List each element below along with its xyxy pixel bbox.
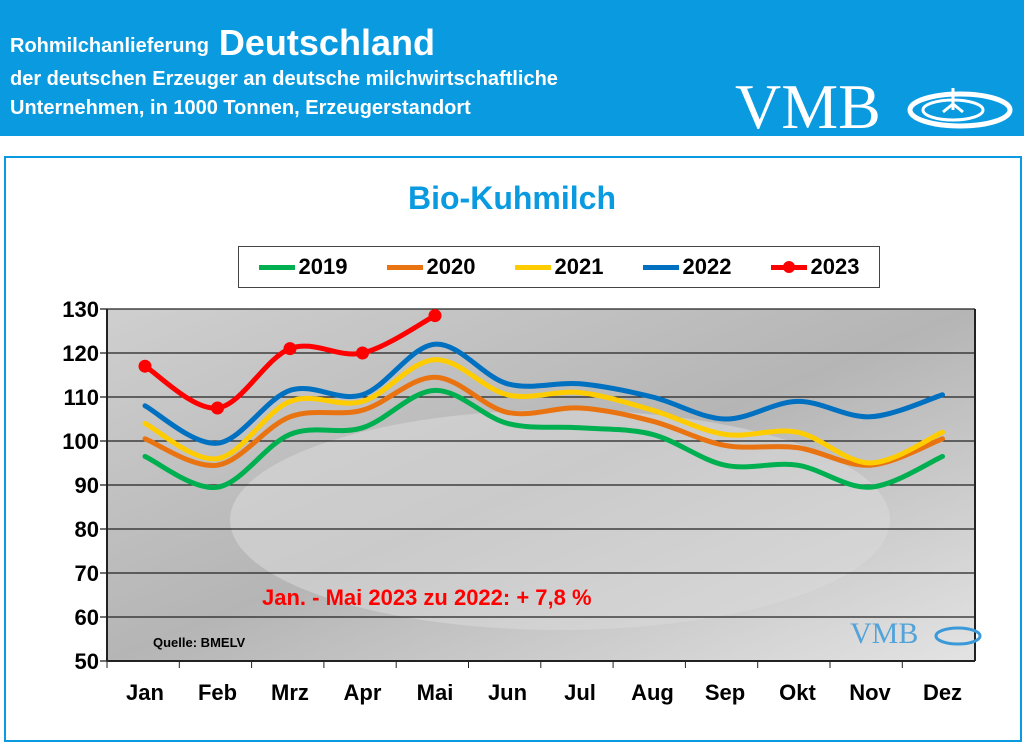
x-tick-label: Okt bbox=[779, 680, 816, 705]
x-tick-label: Jun bbox=[488, 680, 527, 705]
header-line1: Rohmilchanlieferung Deutschland bbox=[10, 22, 435, 64]
header-banner: Rohmilchanlieferung Deutschland der deuts… bbox=[0, 0, 1024, 142]
data-point-2023 bbox=[356, 346, 369, 360]
y-tick-label: 120 bbox=[62, 341, 99, 366]
legend: 2019 2020 2021 2022 2023 bbox=[238, 246, 880, 288]
vmb-swirl-icon bbox=[907, 88, 1013, 129]
legend-swatch bbox=[642, 264, 679, 270]
vmb-logo: VMB bbox=[735, 71, 881, 142]
series-line-2021 bbox=[142, 357, 945, 466]
x-tick-label: Dez bbox=[923, 680, 962, 705]
header-line1-text: Rohmilchanlieferung bbox=[10, 35, 209, 57]
y-tick-label: 90 bbox=[75, 473, 99, 498]
annotation: Jan. - Mai 2023 zu 2022: + 7,8 % bbox=[262, 585, 592, 610]
legend-item-2019: 2019 bbox=[258, 254, 348, 280]
legend-swatch bbox=[514, 264, 551, 270]
source-label: Quelle: BMELV bbox=[153, 635, 246, 650]
y-tick-label: 60 bbox=[75, 605, 99, 630]
chart-title: Bio-Kuhmilch bbox=[408, 180, 616, 216]
x-tick-label: Mrz bbox=[271, 680, 309, 705]
x-tick-label: Sep bbox=[705, 680, 745, 705]
x-tick-label: Nov bbox=[849, 680, 891, 705]
header-line2: der deutschen Erzeuger an deutsche milch… bbox=[10, 68, 558, 90]
x-tick-label: Jul bbox=[564, 680, 596, 705]
header-country: Deutschland bbox=[218, 22, 435, 63]
data-point-2023 bbox=[211, 401, 224, 415]
x-tick-label: Apr bbox=[344, 680, 382, 705]
legend-item-2022: 2022 bbox=[642, 254, 732, 280]
x-tick-label: Mai bbox=[417, 680, 454, 705]
legend-label: 2023 bbox=[810, 254, 860, 279]
legend-swatch bbox=[258, 264, 295, 270]
x-tick-label: Aug bbox=[631, 680, 674, 705]
y-tick-label: 80 bbox=[75, 517, 99, 542]
series-line-2022 bbox=[142, 341, 945, 446]
legend-swatch bbox=[770, 260, 807, 273]
legend-label: 2022 bbox=[682, 254, 732, 279]
data-point-2023 bbox=[283, 342, 297, 356]
x-tick-label: Feb bbox=[198, 680, 237, 705]
legend-item-2021: 2021 bbox=[514, 254, 604, 280]
y-tick-label: 110 bbox=[64, 385, 100, 410]
legend-label: 2021 bbox=[554, 254, 604, 279]
legend-swatch bbox=[386, 264, 423, 270]
header-line3: Unternehmen, in 1000 Tonnen, Erzeugersta… bbox=[10, 97, 471, 119]
legend-label: 2020 bbox=[426, 254, 476, 279]
data-point-2023 bbox=[428, 309, 442, 323]
legend-item-2023: 2023 bbox=[770, 254, 860, 280]
series-line-2019 bbox=[142, 387, 945, 490]
y-tick-label: 70 bbox=[75, 561, 99, 586]
data-point-2023 bbox=[138, 359, 152, 373]
legend-label: 2019 bbox=[298, 254, 348, 279]
y-tick-label: 50 bbox=[75, 649, 99, 674]
watermark-logo: VMB bbox=[850, 617, 918, 650]
y-tick-label: 100 bbox=[62, 429, 99, 454]
y-tick-label: 130 bbox=[62, 297, 99, 322]
x-tick-label: Jan bbox=[126, 680, 164, 705]
series-line-2020 bbox=[142, 374, 945, 468]
legend-item-2020: 2020 bbox=[386, 254, 476, 280]
watermark-swirl-icon bbox=[934, 626, 982, 646]
